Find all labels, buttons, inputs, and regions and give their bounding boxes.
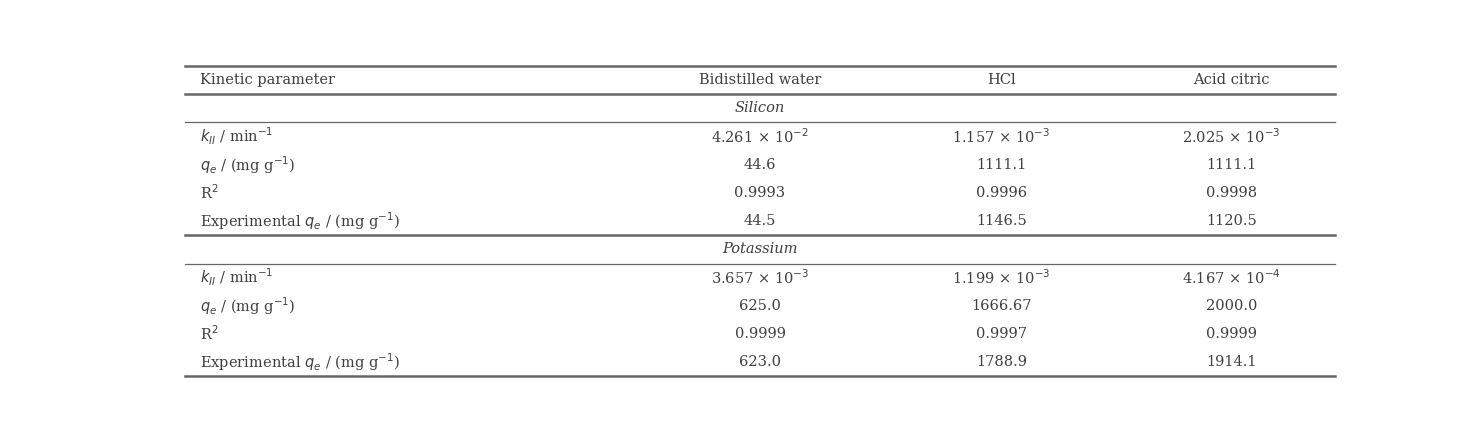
Text: 1146.5: 1146.5 (976, 214, 1026, 228)
Text: R$^{2}$: R$^{2}$ (200, 184, 219, 202)
Text: 4.167 × 10$^{-4}$: 4.167 × 10$^{-4}$ (1182, 268, 1281, 287)
Text: Bidistilled water: Bidistilled water (698, 73, 822, 87)
Text: 2.025 × 10$^{-3}$: 2.025 × 10$^{-3}$ (1182, 127, 1280, 146)
Text: 0.9999: 0.9999 (734, 327, 786, 341)
Text: Experimental $q_{e}$ / (mg g$^{-1}$): Experimental $q_{e}$ / (mg g$^{-1}$) (200, 351, 400, 373)
Text: Experimental $q_{e}$ / (mg g$^{-1}$): Experimental $q_{e}$ / (mg g$^{-1}$) (200, 210, 400, 232)
Text: 0.9998: 0.9998 (1206, 186, 1256, 200)
Text: 3.657 × 10$^{-3}$: 3.657 × 10$^{-3}$ (710, 268, 810, 287)
Text: Acid citric: Acid citric (1192, 73, 1269, 87)
Text: R$^{2}$: R$^{2}$ (200, 325, 219, 343)
Text: 1666.67: 1666.67 (971, 299, 1032, 313)
Text: 0.9993: 0.9993 (734, 186, 786, 200)
Text: $k_{II}$ / min$^{-1}$: $k_{II}$ / min$^{-1}$ (200, 267, 274, 288)
Text: 2000.0: 2000.0 (1206, 299, 1258, 313)
Text: 4.261 × 10$^{-2}$: 4.261 × 10$^{-2}$ (712, 127, 808, 146)
Text: 44.6: 44.6 (744, 158, 776, 172)
Text: 44.5: 44.5 (744, 214, 776, 228)
Text: 1914.1: 1914.1 (1206, 355, 1256, 369)
Text: 1788.9: 1788.9 (976, 355, 1026, 369)
Text: 0.9996: 0.9996 (976, 186, 1026, 200)
Text: 1.199 × 10$^{-3}$: 1.199 × 10$^{-3}$ (952, 268, 1050, 287)
Text: 1111.1: 1111.1 (1206, 158, 1256, 172)
Text: $k_{II}$ / min$^{-1}$: $k_{II}$ / min$^{-1}$ (200, 126, 274, 147)
Text: 623.0: 623.0 (739, 355, 782, 369)
Text: 1120.5: 1120.5 (1206, 214, 1256, 228)
Text: Potassium: Potassium (722, 242, 798, 256)
Text: 625.0: 625.0 (739, 299, 782, 313)
Text: 0.9999: 0.9999 (1206, 327, 1256, 341)
Text: 1111.1: 1111.1 (976, 158, 1026, 172)
Text: Kinetic parameter: Kinetic parameter (200, 73, 335, 87)
Text: $q_{e}$ / (mg g$^{-1}$): $q_{e}$ / (mg g$^{-1}$) (200, 295, 295, 317)
Text: $q_{e}$ / (mg g$^{-1}$): $q_{e}$ / (mg g$^{-1}$) (200, 154, 295, 176)
Text: HCl: HCl (988, 73, 1016, 87)
Text: 1.157 × 10$^{-3}$: 1.157 × 10$^{-3}$ (952, 127, 1050, 146)
Text: 0.9997: 0.9997 (976, 327, 1026, 341)
Text: Silicon: Silicon (736, 101, 785, 115)
